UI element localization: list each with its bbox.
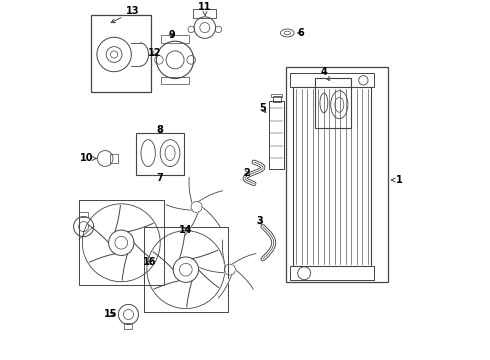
Bar <box>286 67 389 282</box>
Bar <box>161 77 190 84</box>
Polygon shape <box>219 275 232 298</box>
Text: 6: 6 <box>297 28 304 38</box>
Bar <box>271 94 282 97</box>
Bar <box>136 134 184 175</box>
Bar <box>290 266 374 280</box>
Text: 10: 10 <box>80 153 97 163</box>
Text: 13: 13 <box>111 6 140 23</box>
Polygon shape <box>199 267 225 273</box>
Polygon shape <box>198 191 222 202</box>
Polygon shape <box>166 205 192 210</box>
Polygon shape <box>232 253 256 265</box>
Bar <box>79 212 88 217</box>
Text: 2: 2 <box>244 168 250 178</box>
Text: 8: 8 <box>157 125 164 135</box>
Text: 7: 7 <box>157 173 163 183</box>
Bar <box>110 154 118 163</box>
Bar <box>290 73 374 87</box>
Text: 3: 3 <box>256 216 263 226</box>
Bar <box>269 101 284 169</box>
Bar <box>124 323 132 329</box>
Polygon shape <box>185 212 198 235</box>
Polygon shape <box>189 177 192 204</box>
Text: 15: 15 <box>104 310 117 319</box>
Bar <box>144 228 228 312</box>
Polygon shape <box>202 207 220 226</box>
Text: 5: 5 <box>259 103 266 113</box>
Polygon shape <box>235 270 253 289</box>
Text: 1: 1 <box>392 175 402 185</box>
Bar <box>272 96 280 102</box>
Text: 4: 4 <box>320 67 329 81</box>
Text: 16: 16 <box>143 257 157 267</box>
Text: 11: 11 <box>198 2 212 15</box>
Text: 14: 14 <box>179 225 193 235</box>
Text: 12: 12 <box>148 48 161 58</box>
Bar <box>294 87 370 266</box>
Bar <box>194 9 216 18</box>
Polygon shape <box>222 240 225 266</box>
Bar <box>315 78 351 128</box>
Bar <box>161 36 190 43</box>
Bar <box>91 15 151 92</box>
Bar <box>79 201 164 285</box>
Text: 9: 9 <box>168 30 175 40</box>
